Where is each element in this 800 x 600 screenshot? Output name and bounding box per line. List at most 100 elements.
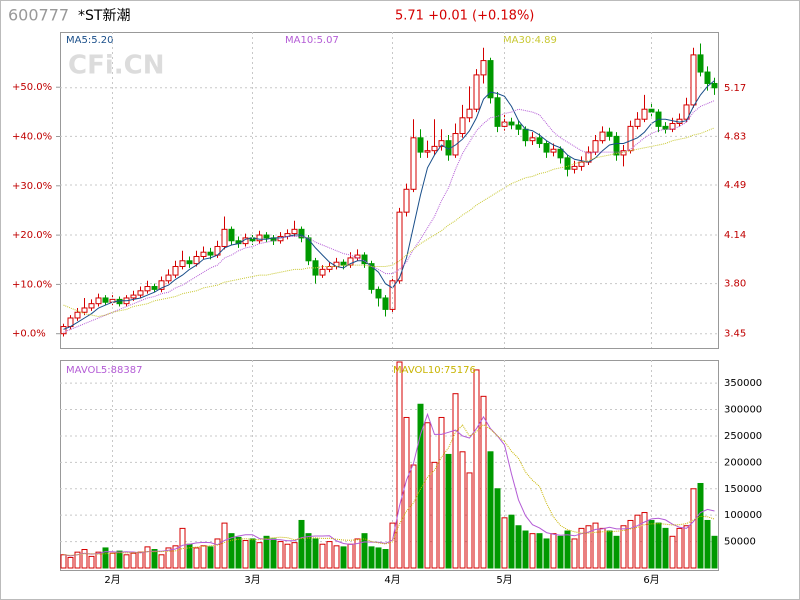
- y-tick-label: 4.14: [724, 230, 746, 241]
- volume-bar: [221, 522, 228, 569]
- volume-bar: [228, 533, 235, 569]
- candle-body: [228, 228, 235, 242]
- candle-body: [102, 297, 109, 303]
- volume-bar: [543, 538, 550, 569]
- volume-bar: [172, 545, 179, 569]
- volume-bar: [515, 525, 522, 569]
- ma-line: [63, 412, 715, 557]
- candle-body: [641, 108, 648, 120]
- volume-bar: [655, 522, 662, 569]
- volume-bar: [410, 464, 417, 569]
- candle-body: [529, 137, 536, 142]
- candle-body: [683, 104, 690, 120]
- volume-bar: [396, 361, 403, 569]
- candle-body: [165, 274, 172, 282]
- candle-body: [207, 251, 214, 256]
- candle-body: [291, 228, 298, 235]
- volume-bar: [438, 416, 445, 569]
- candle-body: [158, 280, 165, 290]
- x-tick-label: 2月: [104, 574, 120, 586]
- volume-bar: [473, 369, 480, 569]
- candle-body: [424, 150, 431, 153]
- candle-body: [193, 255, 200, 265]
- ma-line: [63, 127, 715, 318]
- candle-body: [459, 117, 466, 135]
- candle-body: [298, 228, 305, 239]
- candle-body: [151, 286, 158, 290]
- y-tick-label: 4.49: [724, 180, 746, 191]
- candle-body: [550, 148, 557, 153]
- volume-bar: [207, 546, 214, 569]
- volume-bar: [676, 527, 683, 569]
- volume-bar: [144, 546, 151, 569]
- volume-bar: [158, 554, 165, 569]
- candle-body: [627, 125, 634, 152]
- candle-body: [417, 137, 424, 153]
- y-tick-label: 300000: [724, 405, 762, 416]
- volume-bar: [459, 451, 466, 569]
- volume-bar: [298, 519, 305, 569]
- candle-body: [571, 165, 578, 170]
- volume-bar: [95, 551, 102, 569]
- x-tick-label: 4月: [384, 574, 400, 586]
- volume-bar: [634, 514, 641, 569]
- volume-bar: [214, 538, 221, 569]
- volume-bar: [585, 525, 592, 569]
- candle-body: [620, 150, 627, 156]
- candle-body: [60, 326, 67, 335]
- candle-body: [711, 82, 718, 89]
- y-tick-label: 5.17: [724, 83, 746, 94]
- candle-body: [172, 265, 179, 276]
- volume-bar: [312, 538, 319, 569]
- y-tick-label: +0.0%: [12, 329, 46, 340]
- candle-body: [704, 71, 711, 84]
- volume-bar: [480, 395, 487, 569]
- volume-bar: [305, 533, 312, 569]
- x-tick-label: 5月: [496, 574, 512, 586]
- stock-code: 600777: [8, 6, 69, 25]
- volume-bar: [235, 536, 242, 569]
- x-tick-label: 6月: [643, 574, 659, 586]
- volume-bar: [669, 535, 676, 569]
- candle-body: [88, 303, 95, 309]
- volume-bar: [557, 535, 564, 569]
- legend-entry: MA30:4.89: [503, 35, 557, 46]
- candle-body: [466, 108, 473, 119]
- y-tick-label: 250000: [724, 431, 762, 442]
- candle-body: [599, 131, 606, 142]
- candle-body: [95, 297, 102, 305]
- candle-body: [368, 263, 375, 290]
- candle-body: [648, 108, 655, 113]
- candle-body: [564, 157, 571, 170]
- volume-bar: [130, 552, 137, 569]
- volume-bar: [123, 554, 130, 569]
- volume-bar: [291, 542, 298, 569]
- candle-body: [263, 234, 270, 239]
- volume-bar: [382, 549, 389, 569]
- volume-bar: [109, 552, 116, 569]
- volume-bar: [284, 543, 291, 569]
- y-tick-label: 350000: [724, 378, 762, 389]
- candle-body: [613, 135, 620, 156]
- volume-bar: [354, 538, 361, 569]
- y-tick-label: +50.0%: [12, 82, 52, 93]
- volume-bar: [697, 482, 704, 569]
- candle-body: [508, 121, 515, 126]
- volume-bar: [361, 533, 368, 569]
- volume-bar: [431, 461, 438, 569]
- volume-bar: [613, 535, 620, 569]
- volume-bar: [340, 546, 347, 569]
- volume-bar: [606, 530, 613, 569]
- candle-body: [382, 297, 389, 310]
- volume-bar: [242, 540, 249, 569]
- candle-body: [431, 145, 438, 152]
- legend-entry: MA10:5.07: [285, 35, 339, 46]
- volume-bar: [326, 541, 333, 569]
- y-tick-label: 200000: [724, 457, 762, 468]
- ma-line: [63, 423, 715, 556]
- ma-line: [63, 100, 715, 333]
- candle-body: [592, 140, 599, 153]
- volume-bar: [683, 525, 690, 569]
- y-tick-label: 3.45: [724, 329, 746, 340]
- candle-body: [81, 307, 88, 313]
